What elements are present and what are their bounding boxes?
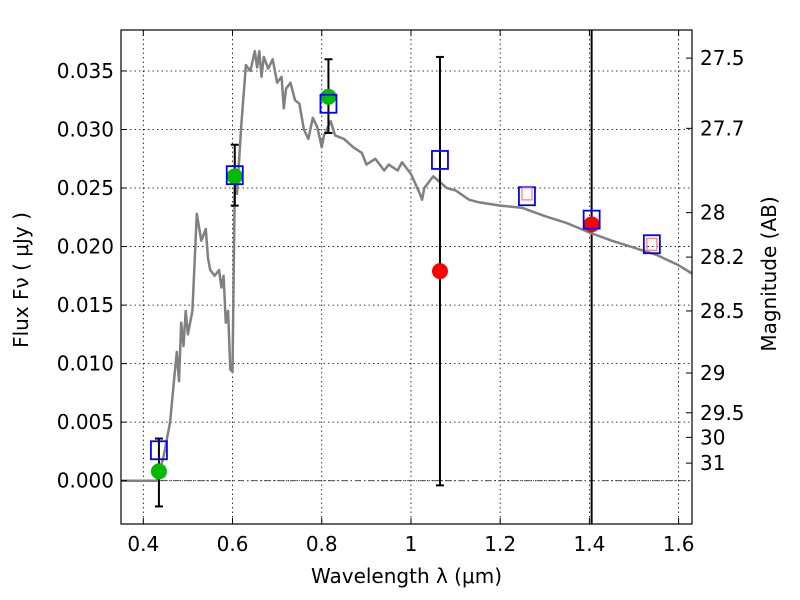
y-tick-label: 0.030 (57, 118, 114, 142)
right-tick-label: 27.7 (700, 116, 745, 140)
right-tick-label: 31 (700, 451, 725, 475)
right-tick-label: 28.5 (700, 299, 745, 323)
y-axis-title: Flux Fν ( μJy ) (9, 212, 33, 348)
observed-point (226, 168, 243, 185)
x-axis-title: Wavelength λ (μm) (311, 564, 502, 588)
right-tick-label: 28.2 (700, 245, 745, 269)
grid-lines (121, 30, 692, 524)
x-tick-label: 1.2 (484, 532, 516, 556)
right-tick-label: 29 (700, 361, 725, 385)
observed-point (583, 216, 600, 233)
x-tick-label: 1 (405, 532, 418, 556)
model-photometry-square (582, 209, 601, 230)
right-tick-label: 29.5 (700, 401, 745, 425)
x-tick-label: 1.6 (663, 532, 695, 556)
x-tick-label: 1.4 (573, 532, 605, 556)
upper-limit-marker (646, 237, 658, 251)
upper-limit-marker (521, 187, 533, 201)
observed-point (150, 463, 167, 480)
x-tick-label: 0.4 (127, 532, 159, 556)
right-tick-label: 28 (700, 201, 725, 225)
y-tick-label: 0.000 (57, 469, 114, 493)
y-tick-label: 0.020 (57, 235, 114, 259)
y-tick-label: 0.025 (57, 176, 114, 200)
model-photometry-square (150, 440, 168, 461)
y-tick-label: 0.015 (57, 293, 114, 317)
y-tick-label: 0.005 (57, 410, 114, 434)
right-axis-title: Magnitude (AB) (757, 196, 781, 351)
model-photometry-square (642, 234, 661, 255)
model-photometry-square (319, 93, 338, 114)
y-tick-label: 0.035 (57, 59, 114, 83)
model-photometry-square (518, 186, 536, 207)
observed-point (320, 88, 337, 105)
x-tick-label: 0.6 (217, 532, 249, 556)
right-tick-label: 30 (700, 425, 725, 449)
observed-point (431, 263, 448, 280)
model-photometry-square (225, 165, 244, 186)
right-tick-label: 27.5 (700, 46, 745, 70)
data-series (121, 30, 693, 524)
model-sed-line (121, 49, 693, 482)
plot-frame (120, 29, 693, 525)
x-tick-label: 0.8 (306, 532, 338, 556)
y-tick-label: 0.010 (57, 352, 114, 376)
model-photometry-square (431, 150, 449, 170)
axis-ticks: 0.4 0.6 0.8 1 1.2 1.4 1.6 0.000 0.005 0.010 0.015 0… (57, 30, 745, 556)
